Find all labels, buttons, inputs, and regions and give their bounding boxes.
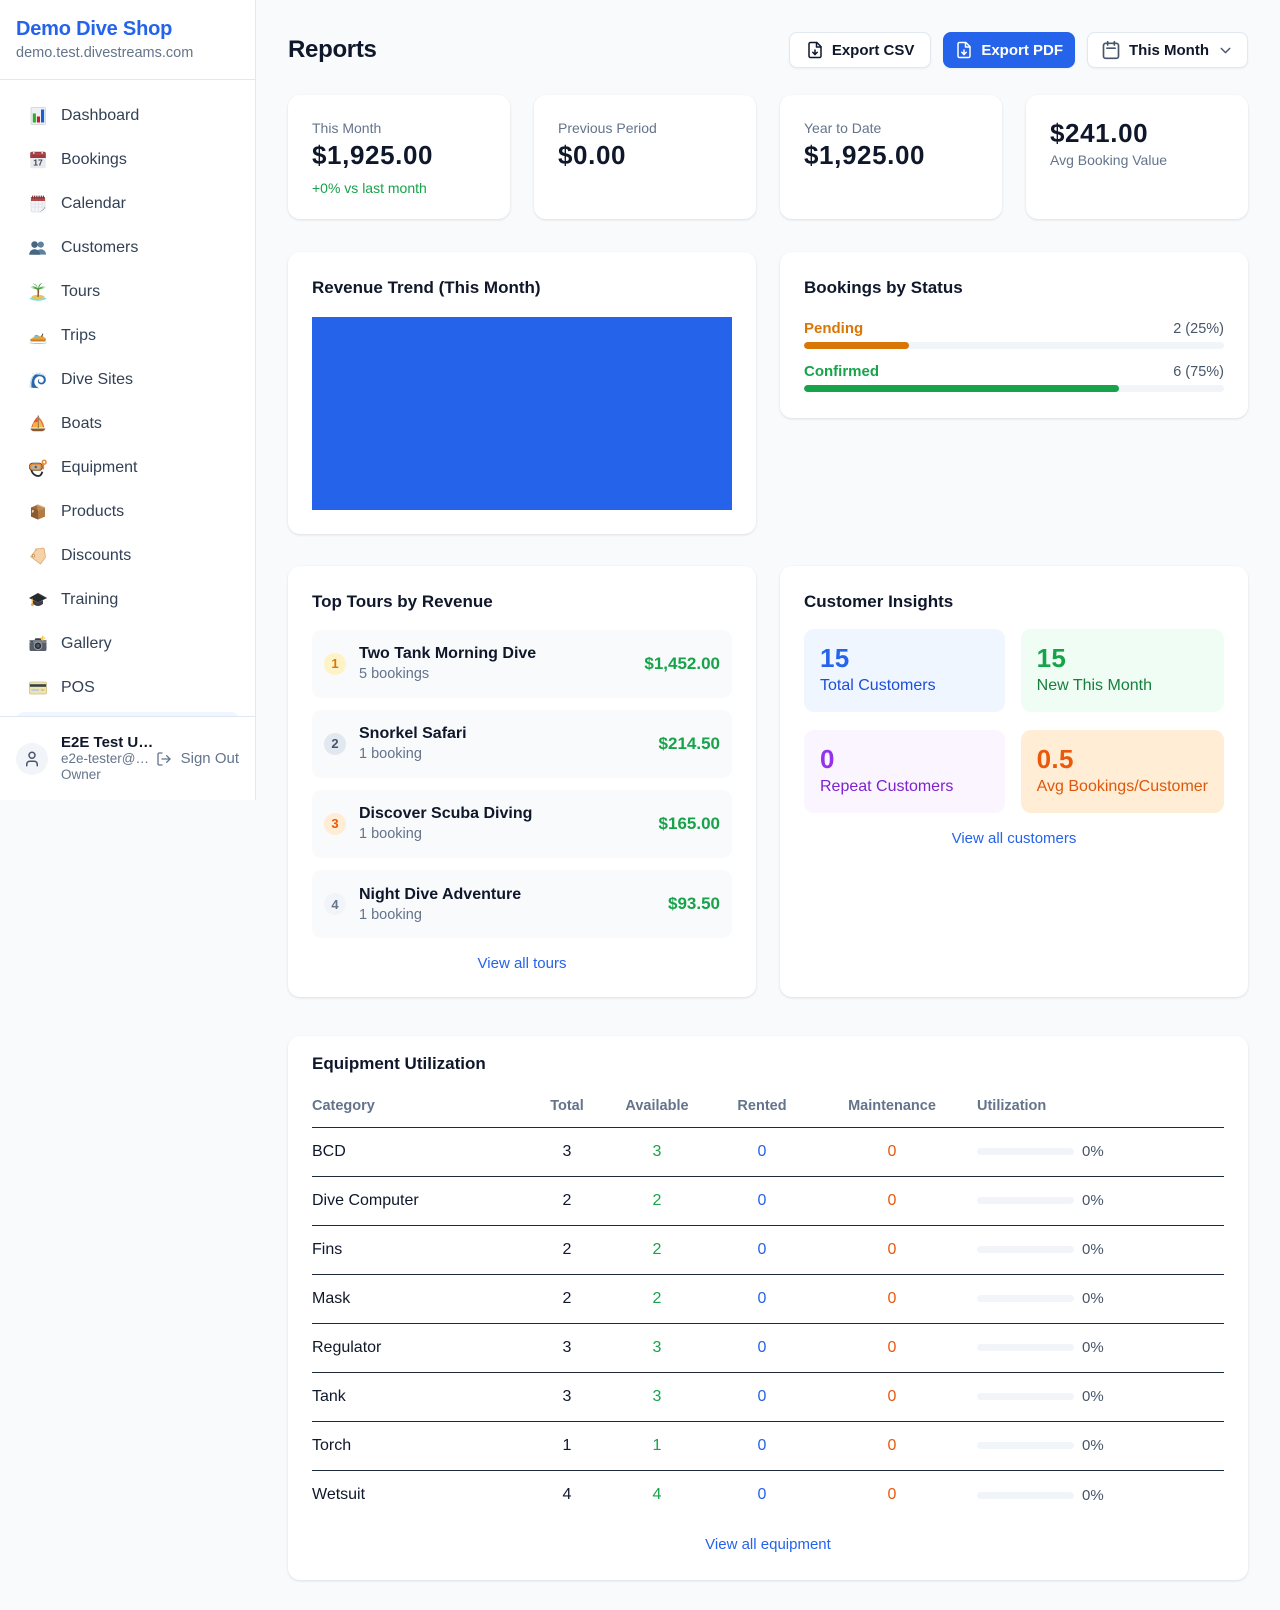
svg-text:17: 17 [33, 158, 43, 168]
